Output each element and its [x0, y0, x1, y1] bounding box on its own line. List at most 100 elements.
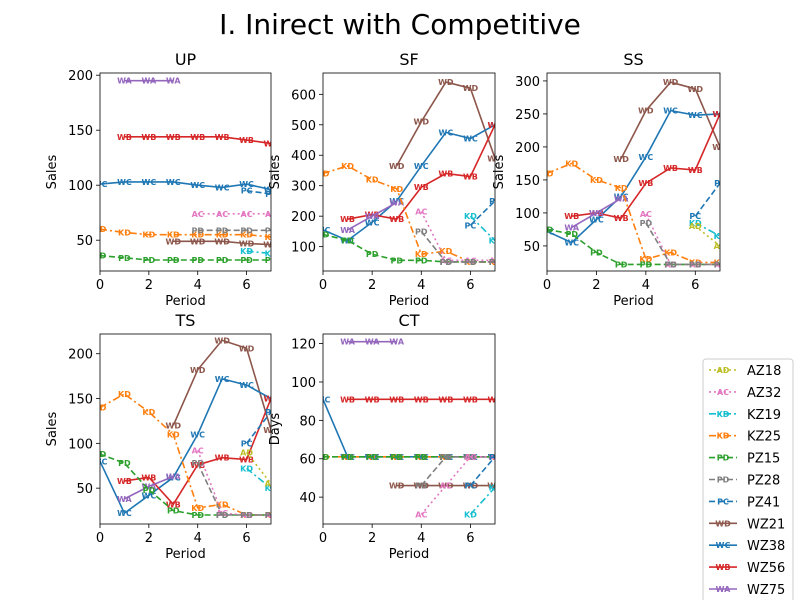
- data-point-marker: WB: [340, 215, 355, 224]
- data-point-marker: WD: [613, 155, 629, 164]
- y-tick-label: 100: [68, 179, 93, 194]
- data-point-marker: AC: [489, 453, 501, 462]
- data-point-marker: KD: [541, 169, 554, 178]
- data-point-marker: KD: [94, 225, 107, 234]
- data-point-marker: WD: [712, 143, 728, 152]
- subplot-title: SS: [623, 50, 643, 69]
- legend-marker: WB: [716, 563, 731, 572]
- data-point-marker: WD: [263, 241, 279, 250]
- data-point-marker: KD: [118, 390, 131, 399]
- data-point-marker: PD: [240, 226, 253, 235]
- data-point-marker: PC: [241, 187, 253, 196]
- data-point-marker: AD: [265, 480, 278, 489]
- data-point-marker: KD: [689, 258, 702, 267]
- x-axis-label: Period: [165, 547, 206, 562]
- data-point-marker: WA: [166, 77, 181, 86]
- data-point-marker: WB: [414, 183, 429, 192]
- series-line-kz19: [469, 215, 495, 242]
- y-tick-label: 150: [68, 124, 93, 139]
- data-point-marker: WC: [340, 453, 355, 462]
- data-point-marker: PC: [465, 221, 477, 230]
- data-point-marker: AC: [464, 256, 476, 265]
- data-point-marker: WC: [190, 430, 205, 439]
- legend-label: WZ21: [747, 517, 785, 532]
- series-line-wz21: [620, 81, 720, 160]
- data-point-marker: WC: [713, 110, 728, 119]
- y-axis-label: Sales: [268, 154, 283, 189]
- y-tick-label: 120: [291, 338, 316, 353]
- series-line-az32: [420, 211, 495, 262]
- data-point-marker: PC: [489, 453, 501, 462]
- x-tick-label: 6: [466, 531, 474, 546]
- y-tick-label: 600: [291, 88, 316, 103]
- data-point-marker: PD: [341, 453, 354, 462]
- legend-label: KZ25: [747, 430, 781, 445]
- data-point-marker: WB: [564, 212, 579, 221]
- figure-title: I. Inirect with Competitive: [219, 8, 581, 41]
- data-point-marker: WB: [365, 395, 380, 404]
- data-point-marker: PC: [489, 197, 501, 206]
- data-point-marker: WC: [117, 178, 132, 187]
- x-tick-label: 2: [145, 278, 153, 293]
- series-line-pz28: [196, 462, 271, 516]
- x-tick-label: 2: [368, 531, 376, 546]
- data-point-marker: PC: [714, 179, 726, 188]
- data-point-marker: PD: [714, 260, 727, 269]
- data-point-marker: KD: [615, 184, 628, 193]
- data-point-marker: WB: [463, 173, 478, 182]
- data-point-marker: PD: [191, 226, 204, 235]
- x-tick-label: 2: [592, 278, 600, 293]
- data-point-marker: WA: [340, 338, 355, 347]
- legend-marker: PD: [717, 454, 730, 463]
- data-point-marker: PD: [265, 256, 278, 265]
- data-point-marker: WC: [316, 226, 331, 235]
- data-point-marker: WB: [215, 133, 230, 142]
- data-point-marker: KD: [341, 162, 354, 171]
- series-line-wz38: [100, 181, 271, 191]
- data-point-marker: WD: [487, 482, 503, 491]
- data-point-marker: KD: [439, 247, 452, 256]
- data-point-marker: KD: [240, 464, 253, 473]
- legend-entry: PC PZ41: [709, 495, 780, 510]
- data-point-marker: PD: [390, 453, 403, 462]
- data-point-marker: WD: [414, 482, 430, 491]
- data-point-marker: WA: [389, 198, 404, 207]
- legend-entry: PD PZ28: [709, 474, 780, 489]
- subplot-title: UP: [175, 50, 197, 69]
- data-point-marker: WC: [663, 107, 678, 116]
- data-point-marker: WB: [713, 110, 728, 119]
- data-point-marker: WC: [564, 239, 579, 248]
- legend-marker: PC: [717, 497, 729, 506]
- y-tick-label: 500: [291, 119, 316, 134]
- data-point-marker: PD: [240, 256, 253, 265]
- data-point-marker: PD: [143, 486, 156, 495]
- axes-frame: [546, 72, 721, 272]
- data-point-marker: KD: [415, 453, 428, 462]
- data-point-marker: KD: [265, 484, 278, 493]
- x-tick-label: 4: [417, 531, 425, 546]
- data-point-marker: KD: [191, 504, 204, 513]
- axes-frame: [322, 72, 496, 272]
- data-point-marker: WD: [389, 162, 405, 171]
- data-point-marker: PD: [94, 450, 107, 459]
- data-point-marker: AD: [689, 222, 702, 231]
- data-point-marker: KD: [489, 237, 502, 246]
- x-tick-label: 0: [96, 531, 104, 546]
- y-tick-label: 100: [68, 437, 93, 452]
- data-point-marker: WC: [463, 134, 478, 143]
- data-point-marker: WA: [564, 223, 579, 232]
- data-point-marker: PD: [615, 260, 628, 269]
- series-line-pz28: [420, 455, 495, 487]
- series-line-wz21: [396, 81, 495, 167]
- data-point-marker: WD: [438, 482, 454, 491]
- data-point-marker: PD: [440, 258, 453, 267]
- y-tick-label: 150: [68, 393, 93, 408]
- data-point-marker: WC: [239, 381, 254, 390]
- subplot-title: CT: [399, 311, 420, 330]
- y-tick-label: 50: [76, 482, 93, 497]
- series-line-wz75: [347, 201, 398, 231]
- x-tick-label: 4: [194, 278, 202, 293]
- data-point-marker: WD: [190, 237, 206, 246]
- data-point-marker: AC: [489, 256, 501, 265]
